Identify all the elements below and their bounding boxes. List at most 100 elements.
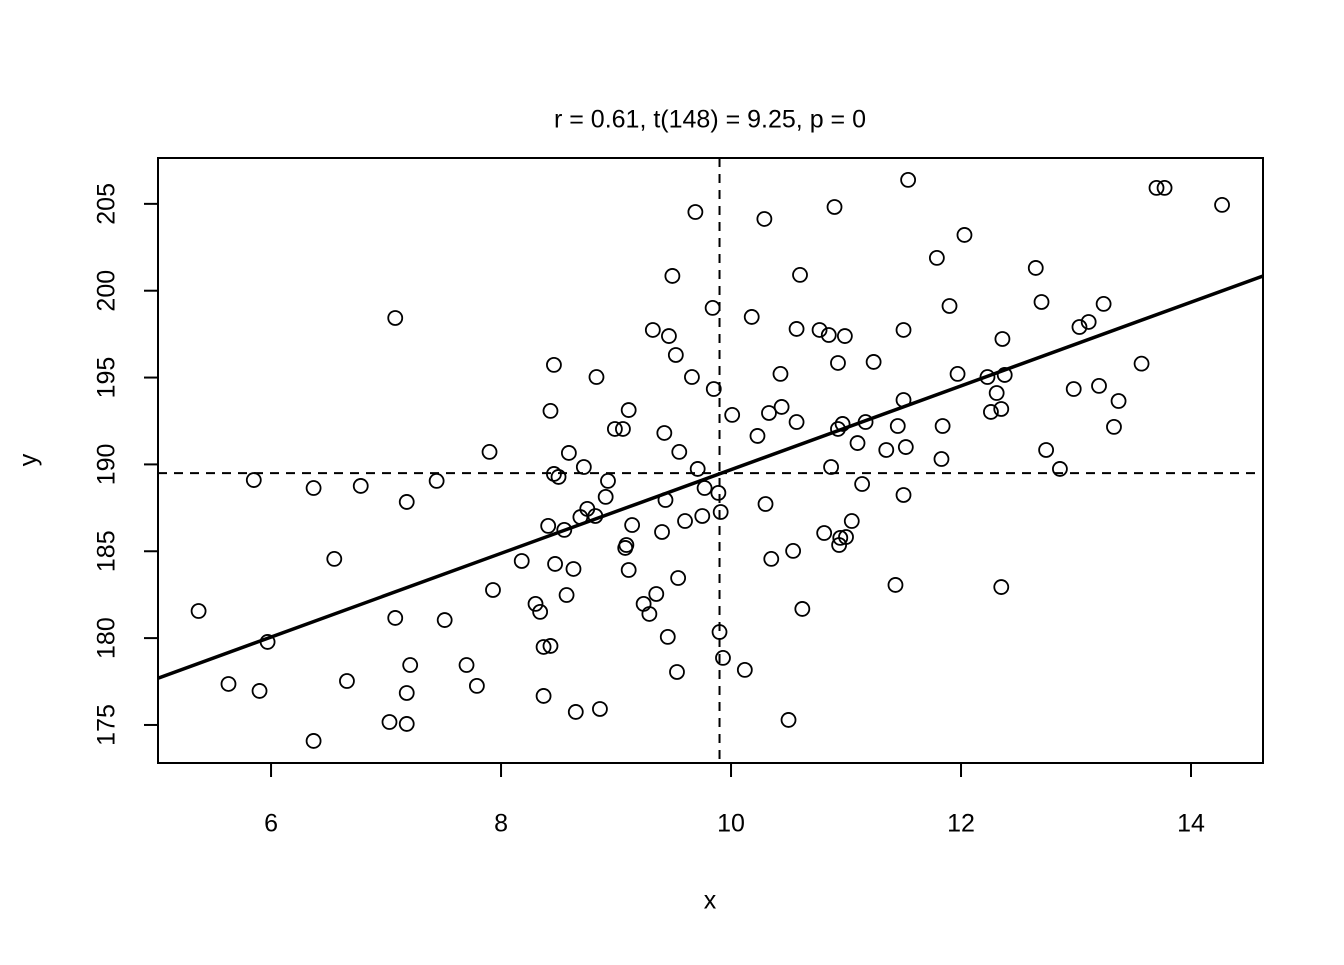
point [671, 444, 688, 460]
point [381, 714, 398, 730]
point [458, 657, 475, 673]
point [677, 513, 693, 529]
point [1156, 179, 1173, 196]
y-tick-label: 190 [93, 444, 121, 486]
point [352, 478, 369, 494]
point [820, 327, 837, 343]
point [705, 381, 722, 397]
point [436, 612, 453, 628]
point [661, 328, 677, 344]
point [1214, 196, 1230, 213]
point [398, 716, 415, 732]
point [704, 300, 721, 316]
point [1080, 314, 1097, 330]
point [556, 521, 573, 538]
point [259, 634, 276, 650]
point [788, 414, 805, 430]
point [785, 543, 802, 559]
point [780, 712, 797, 728]
point [641, 606, 658, 622]
point [592, 701, 608, 717]
plot-area [158, 158, 1263, 763]
point [897, 439, 914, 455]
regression-line [158, 274, 1263, 680]
point [811, 322, 828, 338]
point [843, 513, 860, 529]
point [1033, 294, 1050, 310]
point [1148, 179, 1165, 196]
point [724, 407, 741, 423]
point [988, 385, 1005, 401]
point [865, 354, 882, 370]
point [547, 556, 563, 572]
chart-title: r = 0.61, t(148) = 9.25, p = 0 [554, 106, 866, 134]
point [816, 525, 833, 541]
point [532, 603, 549, 620]
point [696, 480, 713, 496]
y-tick-label: 205 [93, 183, 121, 225]
point [788, 321, 805, 337]
point [620, 402, 637, 418]
point [1052, 461, 1068, 477]
point [1095, 296, 1112, 312]
point [387, 310, 404, 326]
point [620, 562, 637, 578]
point [710, 484, 727, 501]
point [1106, 418, 1122, 435]
x-tick-label: 6 [264, 810, 278, 838]
point [305, 480, 322, 496]
point [513, 553, 530, 569]
point [481, 444, 498, 460]
point [535, 639, 552, 655]
point [664, 268, 681, 284]
point [190, 603, 207, 619]
point [644, 322, 661, 338]
y-tick-label: 200 [93, 270, 121, 312]
point [657, 492, 674, 508]
point [826, 199, 843, 215]
point [887, 577, 904, 593]
point [1133, 355, 1150, 372]
point [993, 401, 1010, 417]
point [979, 369, 996, 385]
point [996, 367, 1013, 383]
point [694, 508, 711, 524]
point [761, 405, 777, 421]
point [1038, 442, 1055, 458]
point [220, 676, 237, 692]
point [387, 610, 404, 626]
point [993, 579, 1010, 595]
point [830, 355, 846, 371]
point [838, 529, 854, 545]
point [712, 504, 729, 520]
x-tick-label: 8 [494, 810, 508, 838]
point [667, 347, 684, 363]
point [656, 425, 673, 441]
y-axis-label: y [15, 453, 43, 466]
point [618, 537, 635, 553]
point [941, 298, 958, 314]
x-axis-label: x [704, 887, 717, 915]
point [773, 399, 790, 415]
y-tick-label: 180 [93, 617, 121, 659]
point [743, 309, 760, 325]
point [542, 403, 559, 419]
point [588, 369, 605, 385]
point [689, 461, 706, 477]
point [857, 414, 874, 430]
point [485, 582, 501, 598]
x-tick-label: 10 [717, 810, 745, 838]
point [994, 331, 1011, 347]
point [794, 601, 811, 617]
point [558, 587, 575, 603]
point [933, 451, 950, 467]
point [540, 517, 557, 534]
point [305, 733, 322, 749]
point [830, 421, 846, 437]
point [565, 561, 582, 577]
point [711, 624, 728, 640]
point [670, 570, 687, 586]
point [615, 421, 631, 437]
point [772, 366, 789, 382]
point [648, 586, 665, 602]
